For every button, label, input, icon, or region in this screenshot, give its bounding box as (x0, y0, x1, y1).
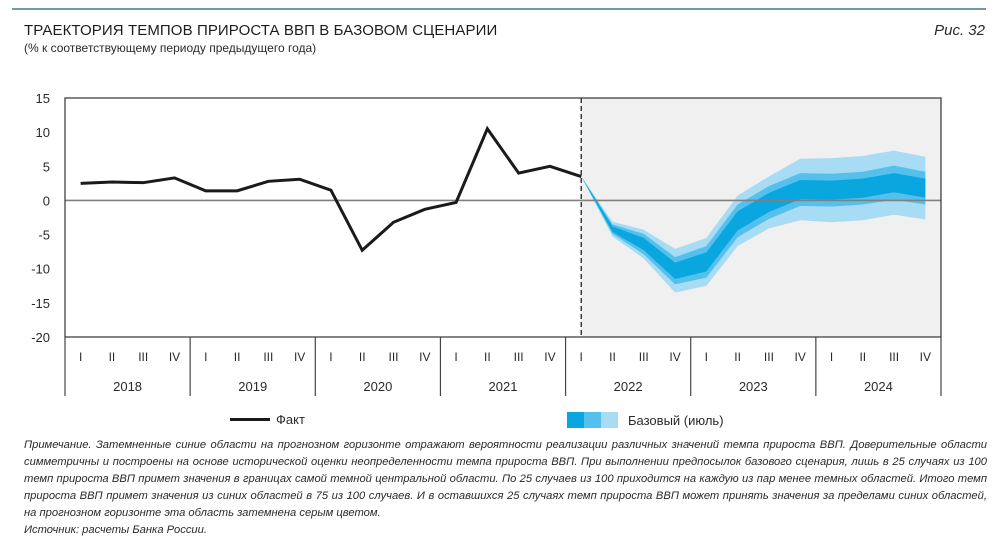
y-tick-label: -10 (31, 262, 50, 277)
y-tick-label: 10 (36, 125, 50, 140)
quarter-tick-label: II (859, 350, 866, 364)
year-label: 2021 (489, 379, 518, 394)
quarter-tick-label: I (454, 350, 457, 364)
fact-line (80, 125, 582, 253)
quarter-tick-label: III (889, 350, 899, 364)
quarter-tick-label: III (764, 350, 774, 364)
quarter-tick-label: II (609, 350, 616, 364)
quarter-tick-label: IV (795, 350, 806, 364)
legend-fact-swatch (230, 418, 270, 421)
quarter-tick-label: I (580, 350, 583, 364)
quarter-tick-label: II (109, 350, 116, 364)
quarter-tick-label: I (204, 350, 207, 364)
year-label: 2024 (864, 379, 893, 394)
quarter-tick-label: III (514, 350, 524, 364)
year-label: 2020 (363, 379, 392, 394)
quarter-tick-label: IV (669, 350, 680, 364)
quarter-tick-label: IV (419, 350, 430, 364)
quarter-tick-label: III (388, 350, 398, 364)
quarter-tick-label: II (484, 350, 491, 364)
quarter-tick-label: IV (294, 350, 305, 364)
quarter-tick-label: II (234, 350, 241, 364)
legend-base: Базовый (июль) (567, 412, 724, 428)
quarter-tick-label: III (263, 350, 273, 364)
quarter-tick-label: I (329, 350, 332, 364)
note-source: Источник: расчеты Банка России. (24, 524, 207, 536)
year-label: 2019 (238, 379, 267, 394)
year-label: 2022 (614, 379, 643, 394)
legend-base-label: Базовый (июль) (628, 412, 724, 428)
legend-fact-label: Факт (276, 412, 305, 427)
legend-swatch-dark (567, 412, 584, 428)
chart-subtitle: (% к соответствующему периоду предыдущег… (24, 41, 317, 55)
quarter-tick-label: IV (920, 350, 931, 364)
chart-title: ТРАЕКТОРИЯ ТЕМПОВ ПРИРОСТА ВВП В БАЗОВОМ… (24, 22, 498, 39)
y-tick-label: 5 (43, 159, 50, 174)
quarter-tick-label: II (734, 350, 741, 364)
y-tick-label: 15 (36, 91, 50, 106)
fan-band-dark (581, 173, 926, 279)
quarter-tick-label: IV (169, 350, 180, 364)
y-tick-label: 0 (43, 193, 50, 208)
note-text: Примечание. Затемненные синие области на… (24, 439, 987, 519)
y-tick-label: -5 (38, 228, 50, 243)
quarter-tick-label: IV (544, 350, 555, 364)
legend-swatch-light (601, 412, 618, 428)
year-label: 2023 (739, 379, 768, 394)
y-tick-label: -20 (31, 330, 50, 345)
top-rule (12, 8, 986, 10)
legend-fact: Факт (230, 412, 305, 427)
quarter-tick-label: I (79, 350, 82, 364)
legend-swatch-mid (584, 412, 601, 428)
quarter-tick-label: II (359, 350, 366, 364)
year-label: 2018 (113, 379, 142, 394)
quarter-tick-label: I (705, 350, 708, 364)
quarter-tick-label: III (639, 350, 649, 364)
plot-frame (64, 97, 942, 338)
quarter-tick-label: III (138, 350, 148, 364)
y-tick-label: -15 (31, 296, 50, 311)
figure-label: Рис. 32 (934, 22, 985, 39)
quarter-tick-label: I (830, 350, 833, 364)
chart-note: Примечание. Затемненные синие области на… (24, 437, 987, 539)
